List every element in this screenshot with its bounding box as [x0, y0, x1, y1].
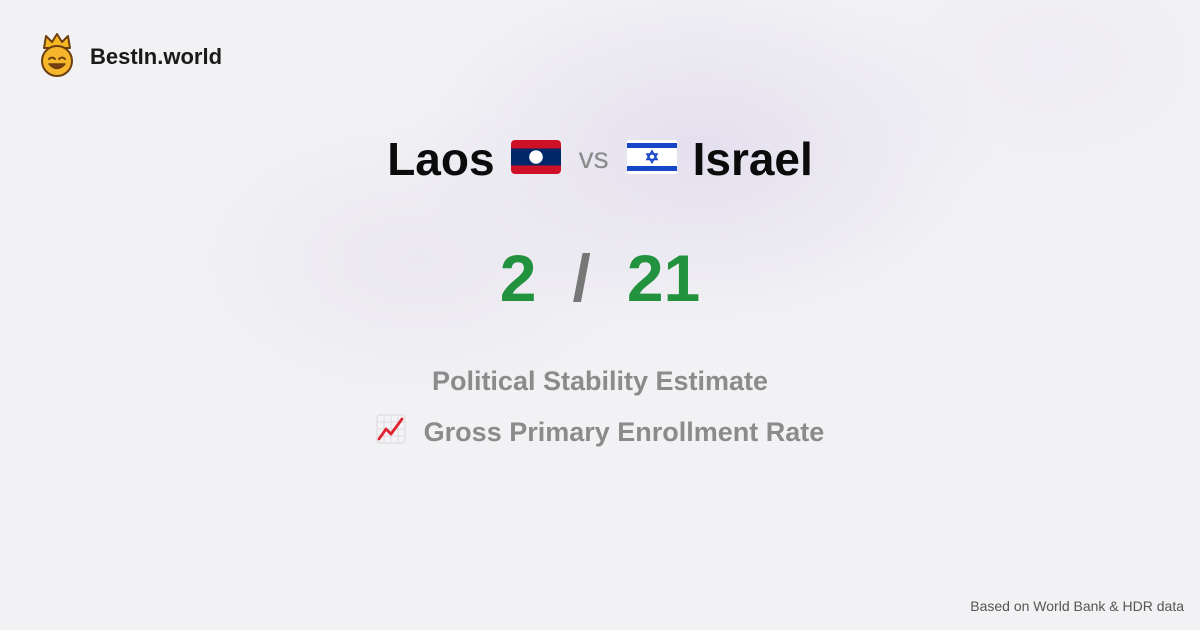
secondary-metric: Gross Primary Enrollment Rate: [0, 414, 1200, 451]
score-b: 21: [626, 241, 701, 315]
primary-metric-label: Political Stability Estimate: [431, 366, 769, 396]
data-source-note: Based on World Bank & HDR data: [970, 598, 1184, 614]
crowned-smiley-icon: [38, 32, 76, 83]
score-separator: /: [572, 241, 591, 315]
score-a: 2: [499, 241, 537, 315]
country-b-name: Israel: [692, 133, 813, 185]
secondary-metric-label: Gross Primary Enrollment Rate: [423, 417, 825, 447]
trend-chart-icon: [376, 414, 406, 451]
laos-flag-icon: [510, 139, 561, 179]
country-a-name: Laos: [387, 133, 495, 185]
brand-name: BestIn.world: [90, 44, 223, 69]
brand[interactable]: BestIn.world: [38, 32, 223, 83]
comparison-title: Laos vs Israel: [0, 132, 1200, 186]
israel-flag-icon: [626, 139, 677, 179]
vs-label: vs: [578, 142, 609, 175]
score-display: 2 / 21: [0, 240, 1200, 316]
